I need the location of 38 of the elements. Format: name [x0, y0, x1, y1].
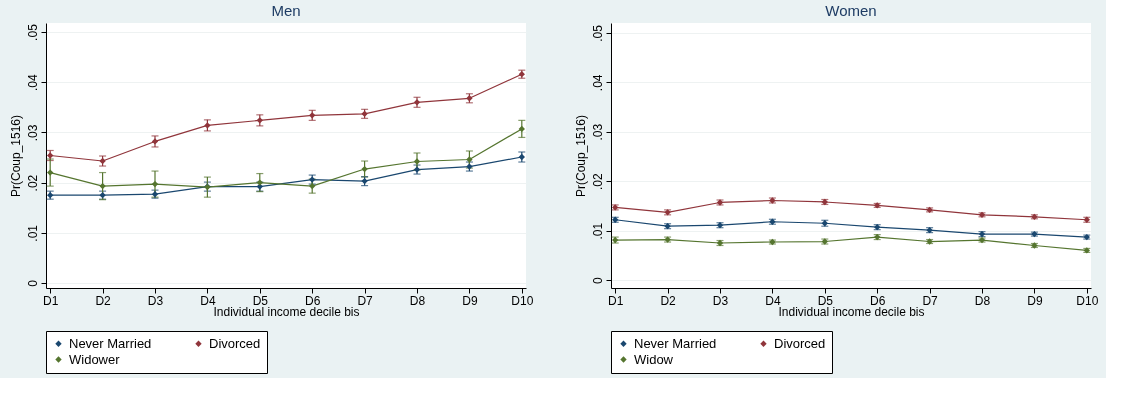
- y-axis-title: Pr(Coup_1516): [573, 114, 588, 198]
- x-tick-label: D2: [660, 293, 677, 308]
- y-tick-label: 0: [590, 276, 605, 284]
- legend-label: Widower: [69, 351, 121, 367]
- x-tick-label: D9: [462, 293, 478, 308]
- chart-title: Women: [825, 2, 877, 19]
- x-tick-label: D7: [922, 293, 939, 308]
- x-tick-label: D8: [974, 293, 991, 308]
- chart-title: Men: [271, 2, 301, 19]
- y-tick-label: .05: [590, 24, 605, 42]
- x-tick-label: D8: [409, 293, 426, 308]
- legend-label: Divorced: [209, 335, 261, 351]
- x-tick-label: D7: [357, 293, 374, 308]
- legend-label: Never Married: [634, 335, 717, 351]
- x-tick-label: D9: [1027, 293, 1043, 308]
- x-tick-label: D4: [200, 293, 216, 308]
- x-tick-label: D3: [712, 293, 729, 308]
- legend-label: Never Married: [69, 335, 152, 351]
- legend-label: Divorced: [774, 335, 826, 351]
- y-tick-label: .02: [25, 174, 40, 192]
- x-tick-label: D10: [1076, 293, 1099, 308]
- legend-label: Widow: [634, 351, 674, 367]
- x-tick-label: D1: [608, 293, 624, 308]
- y-axis-title: Pr(Coup_1516): [8, 114, 23, 198]
- y-tick-label: .01: [590, 222, 605, 240]
- y-tick-label: .05: [25, 23, 40, 41]
- x-tick-label: D2: [95, 293, 112, 308]
- x-tick-label: D3: [147, 293, 164, 308]
- x-tick-label: D4: [765, 293, 781, 308]
- y-tick-label: .01: [25, 224, 40, 242]
- y-tick-label: 0: [25, 279, 40, 287]
- y-tick-label: .04: [590, 74, 605, 92]
- y-tick-label: .03: [590, 123, 605, 141]
- y-tick-label: .03: [25, 124, 40, 142]
- x-tick-label: D1: [43, 293, 59, 308]
- y-tick-label: .02: [590, 173, 605, 191]
- y-tick-label: .04: [25, 74, 40, 92]
- x-tick-label: D10: [511, 293, 534, 308]
